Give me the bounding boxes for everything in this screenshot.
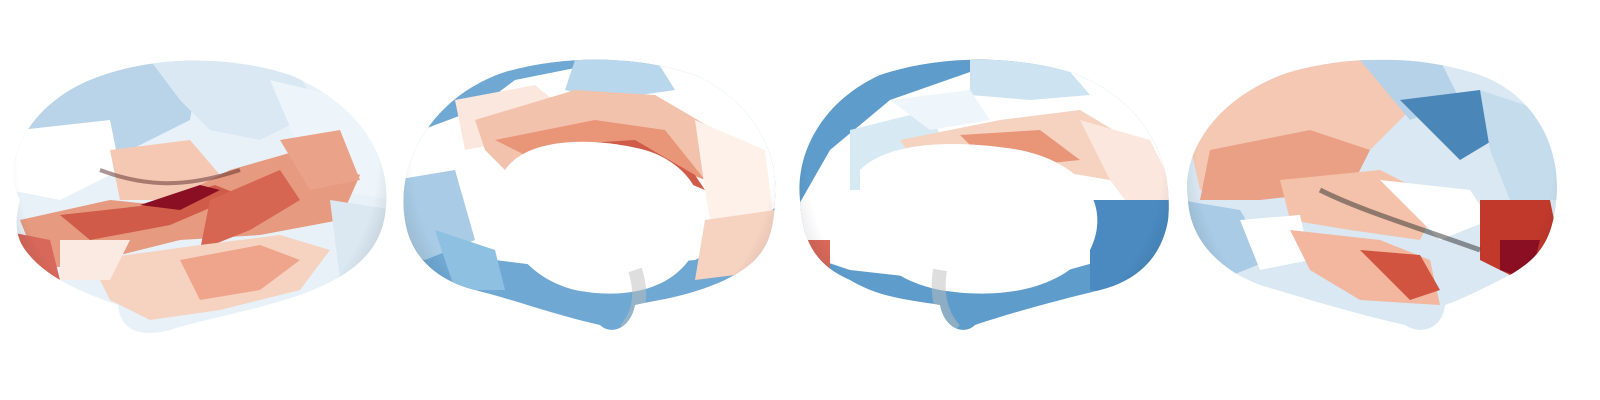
right-hemisphere-medial-view [790,0,1180,400]
lh-medial-surface [403,59,776,330]
rh-lateral-surface [1186,59,1557,330]
lh-lateral-surface [13,60,387,333]
rh-medial-surface [799,59,1169,330]
left-hemisphere-medial-view [395,0,790,400]
left-hemisphere-lateral-view [0,0,395,400]
right-hemisphere-lateral-view [1180,0,1570,400]
